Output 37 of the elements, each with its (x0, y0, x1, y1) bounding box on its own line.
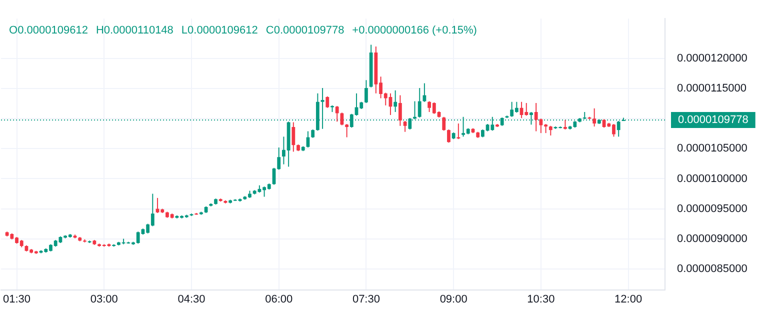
candlestick (592, 108, 596, 127)
y-tick-label: 0.0000115000 (677, 82, 747, 95)
annotation: H0.0000110148 (96, 24, 174, 37)
y-tick-label: 0.0000095000 (677, 202, 748, 215)
y-tick-label: 0.0000120000 (677, 52, 748, 65)
annotation: C0.0000109778 (266, 24, 344, 37)
candlestick (345, 124, 349, 138)
annotation: +0.0000000166 (+0.15%) (352, 24, 477, 37)
y-tick-label: 0.0000090000 (677, 232, 748, 245)
candlestick (418, 87, 422, 118)
annotation: L0.0000109612 (181, 24, 258, 37)
candlestick (403, 120, 407, 132)
y-tick-label: 0.0000100000 (677, 172, 748, 185)
x-tick-label: 10:30 (527, 294, 555, 306)
x-tick-label: 03:00 (90, 294, 118, 306)
ref-line-label: 0.0000109778 (678, 114, 748, 126)
y-tick-label: 0.0000105000 (677, 142, 748, 155)
candlestick (394, 90, 398, 113)
candlestick (364, 80, 368, 104)
candlestick (564, 119, 567, 130)
candlestick (398, 94, 402, 126)
x-tick-label: 12:00 (614, 294, 642, 306)
candlestick (548, 125, 552, 136)
candlestick (326, 96, 330, 108)
candlestick (320, 87, 324, 130)
candlestick (442, 116, 446, 132)
candlestick (292, 122, 296, 152)
y-tick-label: 0.0000085000 (677, 262, 748, 275)
candlestick (335, 106, 339, 122)
x-tick-label: 07:30 (352, 294, 380, 306)
x-tick-label: 04:30 (178, 294, 206, 306)
candlestick (340, 112, 344, 126)
x-tick-label: 01:30 (3, 294, 31, 306)
annotation: O0.0000109612 (9, 24, 88, 37)
x-tick-label: 06:00 (265, 294, 293, 306)
x-tick-label: 09:00 (440, 294, 468, 306)
candlestick (447, 128, 450, 144)
